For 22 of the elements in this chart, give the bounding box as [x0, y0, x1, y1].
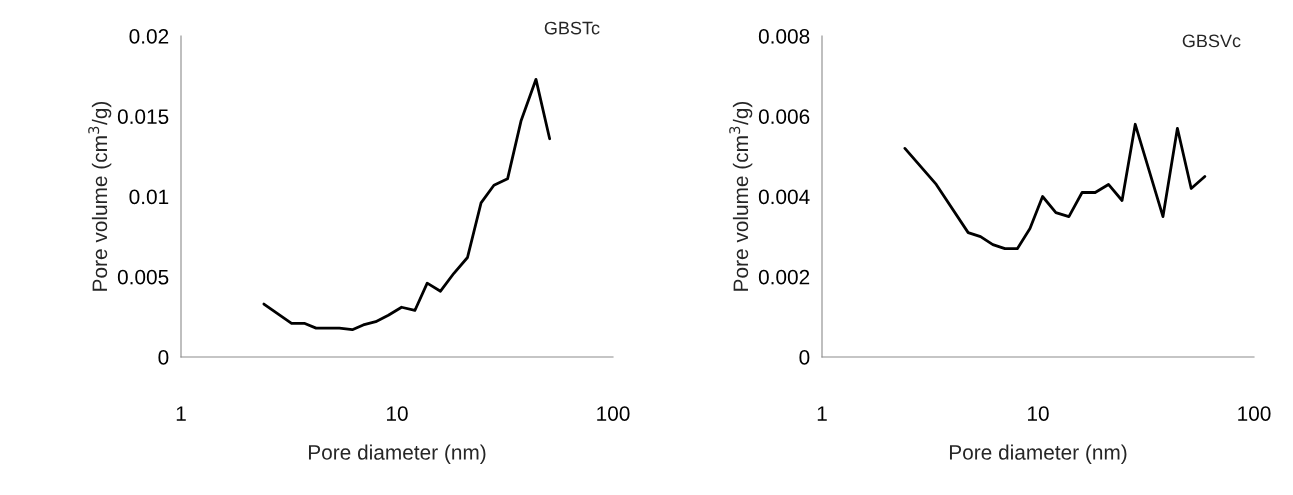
y-tick-label: 0: [158, 350, 169, 365]
y-tick-label: 0.005: [117, 269, 169, 285]
x-axis-title: Pore diameter (nm): [308, 444, 486, 464]
x-tick-label: 10: [387, 406, 408, 421]
y-tick-label: 0.002: [758, 269, 810, 285]
x-tick-label: 1: [176, 406, 186, 421]
annotation: GBSVc: [1182, 34, 1241, 48]
y-tick-label: 0.004: [758, 189, 810, 205]
y-tick-label: 0.01: [129, 189, 169, 205]
y-tick-label: 0: [799, 350, 810, 365]
text: GBSTc: [544, 21, 600, 35]
y-tick-label: 0.02: [129, 29, 169, 44]
x-tick-label: 1: [817, 406, 827, 421]
y-axis-title: Pore volume (cm$^{3}$/g): [729, 101, 753, 291]
x-axis-title: Pore diameter (nm): [949, 444, 1127, 464]
y-tick-label: 0.015: [117, 109, 169, 124]
y-tick-label: 0.006: [758, 109, 810, 124]
x-tick-label: 100: [1238, 406, 1271, 421]
x-tick-label: 10: [1028, 406, 1049, 421]
y-axis-title: Pore volume (cm$^{3}$/g): [88, 101, 112, 291]
y-tick-label: 0.008: [758, 29, 810, 44]
x-tick-label: 100: [597, 406, 630, 421]
